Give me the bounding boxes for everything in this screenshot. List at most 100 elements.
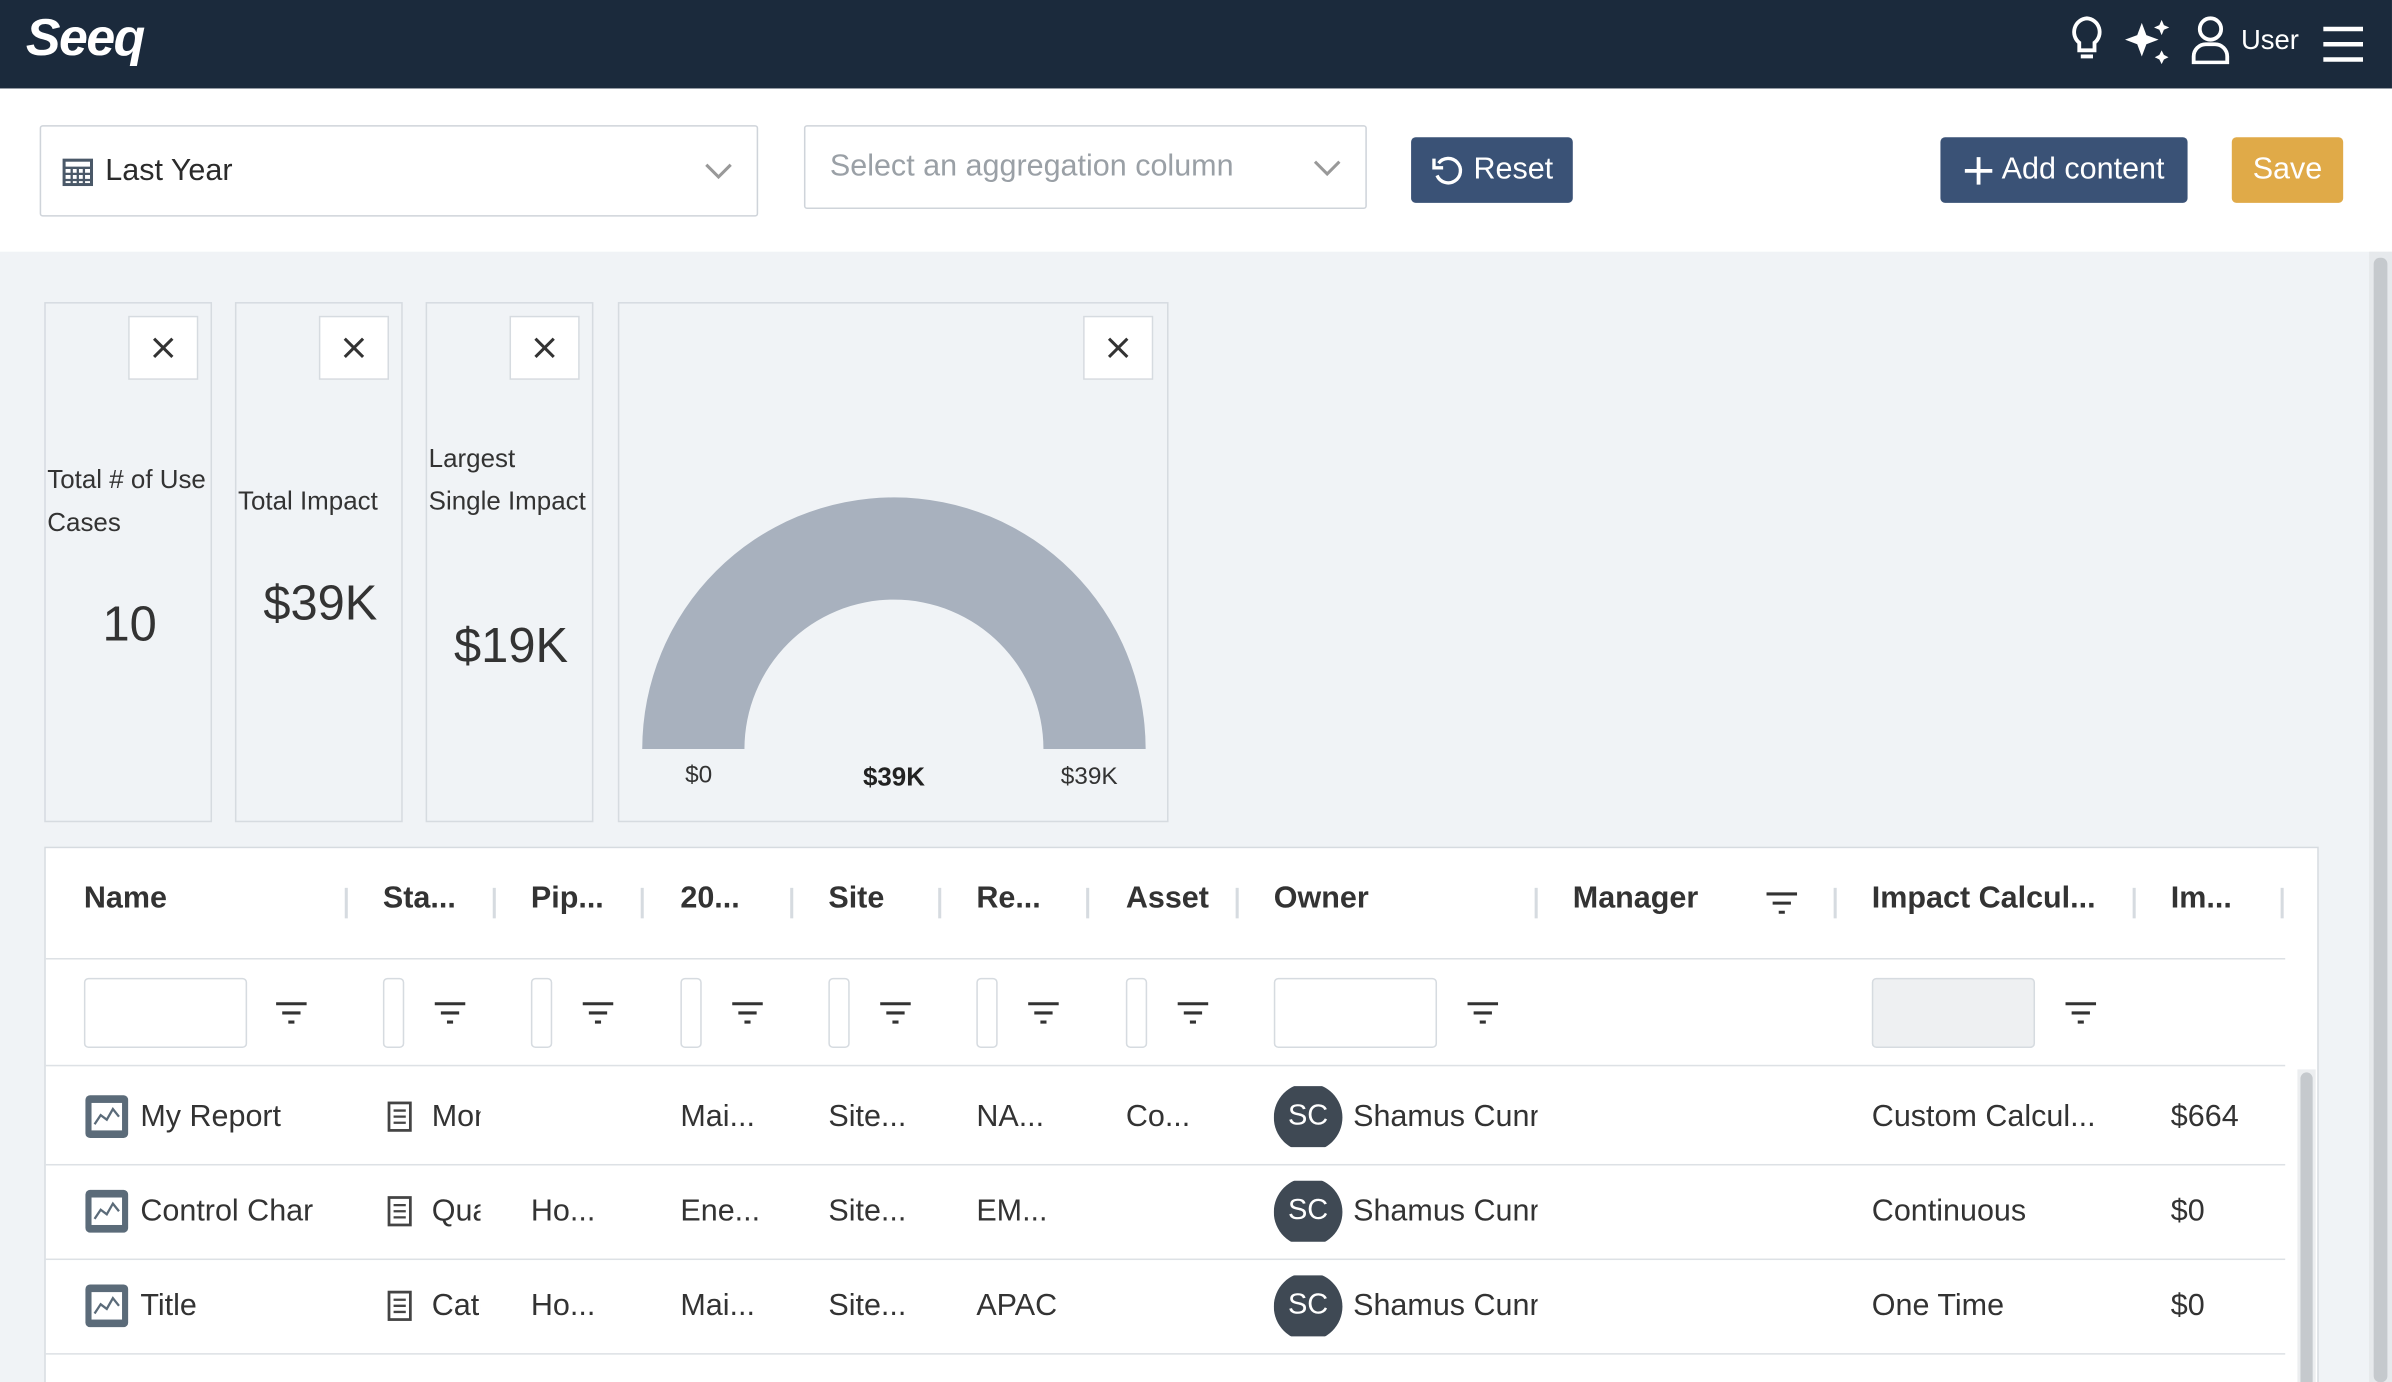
filter-icon[interactable] bbox=[581, 1001, 615, 1033]
page-scrollbar[interactable] bbox=[2369, 251, 2392, 1382]
column-header[interactable]: Site bbox=[828, 881, 885, 916]
status-cell: Quan bbox=[383, 1181, 481, 1242]
column-header[interactable]: Name bbox=[83, 881, 168, 916]
column-header[interactable]: Re... bbox=[976, 881, 1041, 916]
filter-icon[interactable] bbox=[1176, 1001, 1210, 1033]
site-text: Site... bbox=[828, 1288, 907, 1322]
name-text[interactable]: My Report bbox=[140, 1099, 282, 1133]
row-line bbox=[45, 1353, 2286, 1355]
column-header[interactable]: Im... bbox=[2170, 881, 2232, 916]
column-separator bbox=[1086, 887, 1090, 919]
header-line bbox=[45, 958, 2286, 960]
logo[interactable]: Seeq bbox=[25, 9, 145, 68]
filter-input[interactable] bbox=[680, 977, 702, 1049]
column-separator bbox=[1833, 887, 1837, 919]
filter-input[interactable] bbox=[1125, 977, 1148, 1049]
column-header[interactable]: 20... bbox=[680, 881, 740, 916]
filter-input[interactable] bbox=[382, 977, 405, 1049]
impact-cell: $664 bbox=[2171, 1086, 2269, 1147]
year-cell: Mai... bbox=[680, 1275, 778, 1336]
column-header[interactable]: Sta... bbox=[382, 881, 456, 916]
filter-icon[interactable] bbox=[1765, 891, 1799, 923]
impact_calc-text: Custom Calcul... bbox=[1871, 1099, 2096, 1133]
name-cell: My Report bbox=[84, 1086, 333, 1147]
column-header[interactable]: Owner bbox=[1273, 881, 1369, 916]
year-text: Mai... bbox=[680, 1288, 755, 1322]
impact_calc-cell: Custom Calcul... bbox=[1872, 1086, 2121, 1147]
status-text: Mon bbox=[431, 1099, 481, 1133]
table-scrollbar[interactable] bbox=[2297, 1069, 2316, 1382]
filter-input[interactable] bbox=[530, 977, 553, 1049]
owner-cell: SC Shamus Cunr bbox=[1273, 1275, 1538, 1337]
add-content-label: Add content bbox=[2001, 152, 2165, 187]
filter-icon[interactable] bbox=[1466, 1001, 1500, 1033]
kpi-tile: Total Impact $39K bbox=[234, 302, 403, 823]
name-cell: Title bbox=[84, 1275, 333, 1336]
save-button[interactable]: Save bbox=[2231, 137, 2344, 203]
filter-icon[interactable] bbox=[275, 1001, 309, 1033]
reset-button[interactable]: Reset bbox=[1411, 137, 1573, 203]
add-content-button[interactable]: Add content bbox=[1940, 137, 2188, 203]
impact-text: $0 bbox=[2170, 1288, 2205, 1322]
region-cell: APAC bbox=[976, 1275, 1074, 1336]
filter-input[interactable] bbox=[83, 977, 248, 1049]
owner-text: Shamus Cunr bbox=[1353, 1099, 1538, 1133]
aggregation-placeholder: Select an aggregation column bbox=[829, 149, 1234, 184]
site-cell: Site... bbox=[828, 1181, 926, 1242]
reset-icon bbox=[1432, 156, 1462, 184]
kpi-value: $39K bbox=[263, 575, 378, 631]
date-range-select[interactable]: Last Year bbox=[39, 125, 759, 217]
name-text[interactable]: Control Char bbox=[140, 1193, 314, 1228]
gauge: $0 $39K $39K bbox=[642, 497, 1146, 792]
filter-icon[interactable] bbox=[2064, 1001, 2098, 1033]
aggregation-select[interactable]: Select an aggregation column bbox=[803, 125, 1367, 209]
data-table: Name Sta... Pip... 20... Site Re... Asset Owner… bbox=[44, 846, 2319, 1382]
year-cell: Mai... bbox=[680, 1086, 778, 1147]
close-button[interactable] bbox=[509, 315, 580, 380]
user-icon[interactable] bbox=[2191, 15, 2231, 65]
column-header[interactable]: Manager bbox=[1572, 881, 1699, 916]
status-text: Quan bbox=[431, 1193, 481, 1228]
filter-icon[interactable] bbox=[1027, 1001, 1061, 1033]
filter-icon[interactable] bbox=[433, 1001, 467, 1033]
owner-text: Shamus Cunr bbox=[1353, 1193, 1538, 1228]
impact-cell: $0 bbox=[2171, 1275, 2269, 1336]
pipeline-cell: Ho... bbox=[531, 1181, 629, 1242]
kpi-label: Total Impact bbox=[237, 486, 378, 516]
save-label: Save bbox=[2252, 152, 2323, 187]
user-name[interactable]: User bbox=[2240, 24, 2299, 55]
menu-icon[interactable] bbox=[2320, 24, 2366, 64]
close-button[interactable] bbox=[318, 315, 390, 380]
date-range: Last Year bbox=[105, 153, 233, 187]
filter-input[interactable] bbox=[1871, 977, 2036, 1049]
ai-icon[interactable] bbox=[2123, 17, 2172, 66]
close-button[interactable] bbox=[1083, 315, 1154, 380]
column-separator bbox=[790, 887, 794, 919]
chevron bbox=[1313, 159, 1341, 176]
filter-icon[interactable] bbox=[731, 1001, 765, 1033]
gauge-tile: $0 $39K $39K bbox=[617, 302, 1169, 823]
impact_calc-text: Continuous bbox=[1871, 1193, 2027, 1228]
row-line bbox=[45, 1163, 2286, 1166]
column-header[interactable]: Asset bbox=[1125, 881, 1209, 916]
column-header[interactable]: Impact Calcul... bbox=[1871, 881, 2096, 916]
gauge-max: $39K bbox=[1061, 763, 1118, 790]
filter-icon[interactable] bbox=[879, 1001, 913, 1033]
impact-text: $664 bbox=[2170, 1099, 2239, 1133]
idea-icon[interactable] bbox=[2067, 15, 2107, 64]
site-cell: Site... bbox=[828, 1275, 926, 1336]
filter-input[interactable] bbox=[1273, 977, 1438, 1049]
close-button[interactable] bbox=[128, 315, 199, 380]
name-text[interactable]: Title bbox=[140, 1288, 197, 1322]
impact-cell: $0 bbox=[2171, 1181, 2269, 1242]
owner-cell: SC Shamus Cunr bbox=[1273, 1086, 1538, 1148]
plus-icon bbox=[1965, 156, 1993, 184]
status-cell: Mon bbox=[383, 1086, 481, 1147]
filter-input[interactable] bbox=[976, 977, 998, 1049]
kpi-label: Largest Single Impact bbox=[428, 443, 586, 516]
region-text: NA... bbox=[976, 1099, 1045, 1133]
owner-text: Shamus Cunr bbox=[1353, 1288, 1538, 1322]
filter-input[interactable] bbox=[828, 977, 850, 1049]
column-header[interactable]: Pip... bbox=[530, 881, 604, 916]
